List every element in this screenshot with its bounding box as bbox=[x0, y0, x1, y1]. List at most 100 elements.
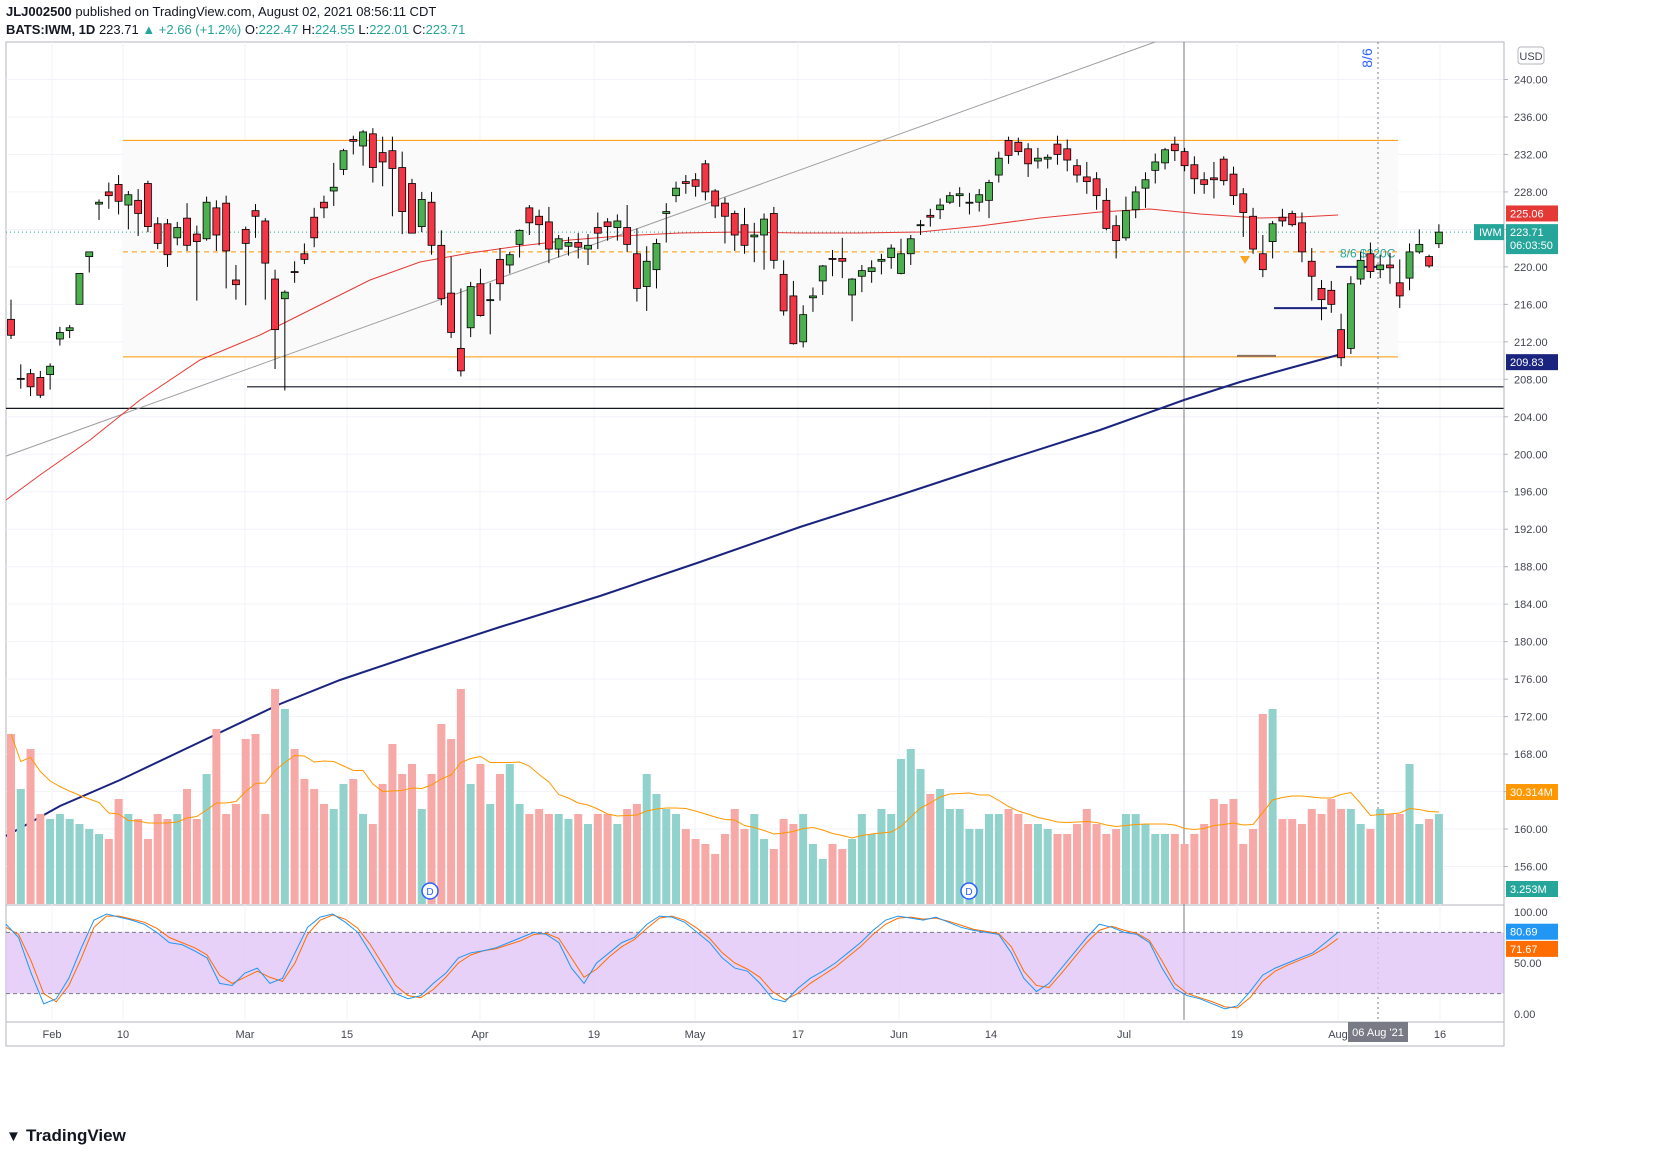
candle bbox=[368, 133, 377, 168]
volume-bar bbox=[1278, 819, 1287, 904]
volume-bar bbox=[1219, 804, 1228, 904]
volume-bar bbox=[1112, 829, 1121, 904]
volume-bar bbox=[916, 769, 925, 904]
time-axis-label: Aug bbox=[1328, 1029, 1348, 1041]
candle bbox=[1082, 176, 1091, 183]
volume-bar bbox=[173, 814, 182, 904]
candle bbox=[1405, 251, 1414, 279]
price-tick-label: 176.00 bbox=[1514, 674, 1548, 686]
volume-bar bbox=[476, 764, 485, 904]
volume-bar bbox=[310, 789, 319, 904]
volume-bar bbox=[740, 829, 749, 904]
volume-bar bbox=[1121, 814, 1130, 904]
time-axis-label: Mar bbox=[236, 1029, 255, 1041]
candle bbox=[114, 184, 123, 202]
candle bbox=[711, 190, 720, 207]
volume-bar bbox=[975, 829, 984, 904]
candle bbox=[1200, 179, 1209, 185]
volume-bar bbox=[496, 774, 504, 904]
time-axis-label: 19 bbox=[1231, 1029, 1243, 1041]
volume-bar bbox=[681, 829, 690, 904]
price-tick-label: 212.00 bbox=[1514, 337, 1548, 349]
volume-bar bbox=[936, 789, 945, 904]
candle bbox=[300, 253, 309, 260]
candle bbox=[848, 278, 856, 296]
candle bbox=[535, 215, 544, 226]
candle bbox=[838, 258, 847, 262]
price-tick-label: 156.00 bbox=[1514, 862, 1548, 874]
volume-bar bbox=[574, 814, 583, 904]
volume-bar bbox=[65, 819, 74, 904]
candle bbox=[701, 163, 710, 193]
candle bbox=[290, 271, 299, 273]
volume-bar bbox=[1249, 829, 1258, 904]
price-tick-label: 232.00 bbox=[1514, 149, 1548, 161]
volume-bar bbox=[486, 804, 495, 904]
candle bbox=[466, 286, 475, 329]
tradingview-logo[interactable]: ▼ TradingView bbox=[6, 1126, 126, 1146]
candle bbox=[1327, 289, 1336, 305]
candle bbox=[965, 201, 974, 204]
candle bbox=[1014, 141, 1023, 153]
volume-bar bbox=[388, 744, 397, 904]
ma200-line bbox=[5, 354, 1339, 837]
volume-bar bbox=[730, 809, 739, 904]
candle bbox=[417, 199, 426, 227]
candle bbox=[789, 295, 798, 345]
symbol-label[interactable]: BATS:IWM, 1D bbox=[6, 22, 96, 37]
stoch-d-line bbox=[5, 914, 1339, 1009]
candle bbox=[1386, 264, 1394, 269]
candle bbox=[134, 199, 143, 214]
volume-bar bbox=[505, 764, 514, 904]
price-tick-label: 208.00 bbox=[1514, 374, 1548, 386]
candle bbox=[163, 223, 172, 256]
countdown-badge: 06:03:50 bbox=[1510, 240, 1553, 252]
candle bbox=[545, 221, 553, 250]
candle bbox=[985, 182, 993, 201]
hover-date-label: 06 Aug '21 bbox=[1352, 1027, 1404, 1039]
time-axis-label: 10 bbox=[117, 1029, 129, 1041]
volume-bar bbox=[994, 814, 1003, 904]
candle bbox=[456, 347, 465, 372]
candle bbox=[936, 204, 944, 211]
tradingview-icon: ▼ bbox=[6, 1128, 21, 1145]
symbol-badge-bg bbox=[1474, 224, 1504, 241]
price-tick-label: 168.00 bbox=[1514, 749, 1548, 761]
candle bbox=[877, 258, 886, 262]
last-price-badge: 223.71 bbox=[1510, 227, 1544, 239]
ohlc-legend: BATS:IWM, 1D 223.71 ▲ +2.66 (+1.2%) O:22… bbox=[6, 22, 465, 37]
candle bbox=[818, 265, 827, 282]
volume-bar bbox=[985, 814, 993, 904]
volume-bar bbox=[1180, 844, 1189, 904]
candle bbox=[36, 377, 45, 396]
stoch-tick-label: 50.00 bbox=[1514, 958, 1542, 970]
candle bbox=[1102, 199, 1111, 229]
volume-badge-bg bbox=[1506, 881, 1558, 897]
volume-bar bbox=[662, 809, 671, 904]
volume-bar bbox=[1268, 709, 1277, 904]
volume-bar bbox=[906, 749, 915, 904]
volume-bar bbox=[36, 814, 45, 904]
candle bbox=[173, 227, 182, 239]
ma50-price-badge-bg bbox=[1506, 205, 1558, 222]
candle bbox=[124, 194, 133, 206]
time-axis-label: May bbox=[685, 1029, 706, 1041]
volume-bar bbox=[848, 839, 857, 904]
volume-bar bbox=[525, 814, 534, 904]
chart-overlays: 8/68/6 $220C bbox=[5, 41, 1504, 1020]
volume-bar bbox=[1014, 814, 1023, 904]
candle bbox=[1298, 222, 1306, 253]
price-tick-label: 192.00 bbox=[1514, 524, 1548, 536]
dividend-label: D bbox=[426, 887, 433, 898]
volume-bar bbox=[124, 814, 133, 904]
volume-bar bbox=[1356, 824, 1365, 904]
volume-bar bbox=[1131, 814, 1140, 904]
low-label: L: bbox=[358, 22, 370, 37]
volume-bar bbox=[789, 824, 798, 904]
candle bbox=[1161, 149, 1169, 164]
candle bbox=[1190, 164, 1199, 180]
author-name[interactable]: JLJ002500 bbox=[6, 4, 72, 19]
candle bbox=[359, 131, 367, 147]
stochastic-pane bbox=[5, 913, 1504, 1010]
